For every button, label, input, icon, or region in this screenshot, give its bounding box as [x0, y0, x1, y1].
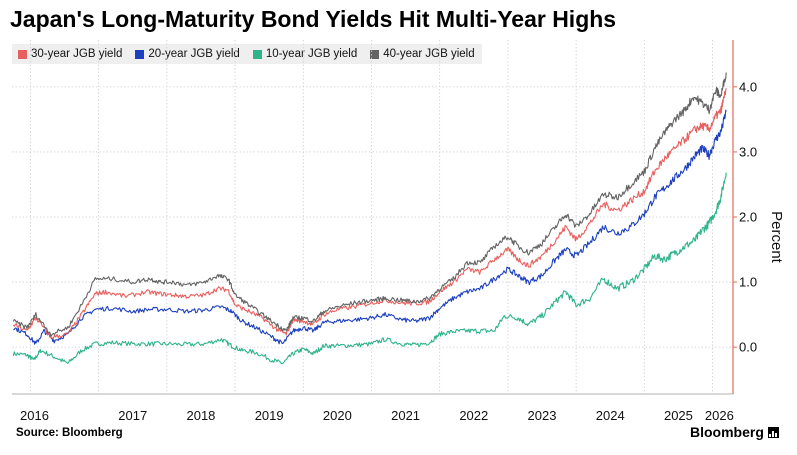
bar-chart-icon	[767, 426, 779, 438]
x-tick-label-7: 2023	[528, 408, 557, 423]
legend-label-10y: 10-year JGB yield	[265, 48, 358, 60]
x-tick-label-8: 2024	[596, 408, 625, 423]
legend-item-40y: 40-year JGB yield	[364, 44, 481, 64]
y-tick-label-3: 3.0	[739, 144, 757, 159]
x-tick-label-1: 2017	[118, 408, 147, 423]
source-note: Source: Bloomberg	[16, 427, 123, 439]
x-tick-label-6: 2022	[459, 408, 488, 423]
x-tick-label-0: 2016	[20, 408, 49, 423]
legend-item-20y: 20-year JGB yield	[129, 44, 246, 64]
x-tick-label-5: 2021	[391, 408, 420, 423]
bloomberg-logo: Bloomberg	[690, 424, 779, 440]
series-line-20y	[13, 109, 727, 345]
y-tick-label-1: 1.0	[739, 275, 757, 290]
brand-name: Bloomberg	[690, 424, 764, 440]
legend-label-30y: 30-year JGB yield	[31, 48, 123, 60]
x-tick-label-4: 2020	[323, 408, 352, 423]
x-tick-label-9: 2025	[664, 408, 693, 423]
y-tick-label-4: 4.0	[739, 79, 757, 94]
legend-item-10y: 10-year JGB yield	[247, 44, 364, 64]
legend-swatch-20y	[135, 49, 145, 59]
y-axis-label: Percent	[768, 211, 785, 264]
x-tick-label-2: 2018	[186, 408, 215, 423]
x-tick-label-3: 2019	[255, 408, 284, 423]
legend-swatch-30y	[18, 49, 27, 59]
chart-title: Japan's Long-Maturity Bond Yields Hit Mu…	[10, 6, 617, 32]
series-line-40y	[12, 72, 727, 337]
chart-legend: 30-year JGB yield 20-year JGB yield 10-y…	[12, 44, 482, 64]
legend-label-20y: 20-year JGB yield	[148, 48, 240, 60]
y-tick-label-2: 2.0	[739, 210, 757, 225]
legend-swatch-10y	[252, 49, 262, 59]
x-tick-label-10: 2026	[705, 408, 734, 423]
legend-label-40y: 40-year JGB yield	[383, 48, 475, 60]
legend-swatch-40y	[370, 49, 380, 59]
legend-item-30y: 30-year JGB yield	[12, 44, 129, 64]
y-tick-label-0: 0.0	[739, 340, 757, 355]
series-line-10y	[12, 172, 727, 365]
